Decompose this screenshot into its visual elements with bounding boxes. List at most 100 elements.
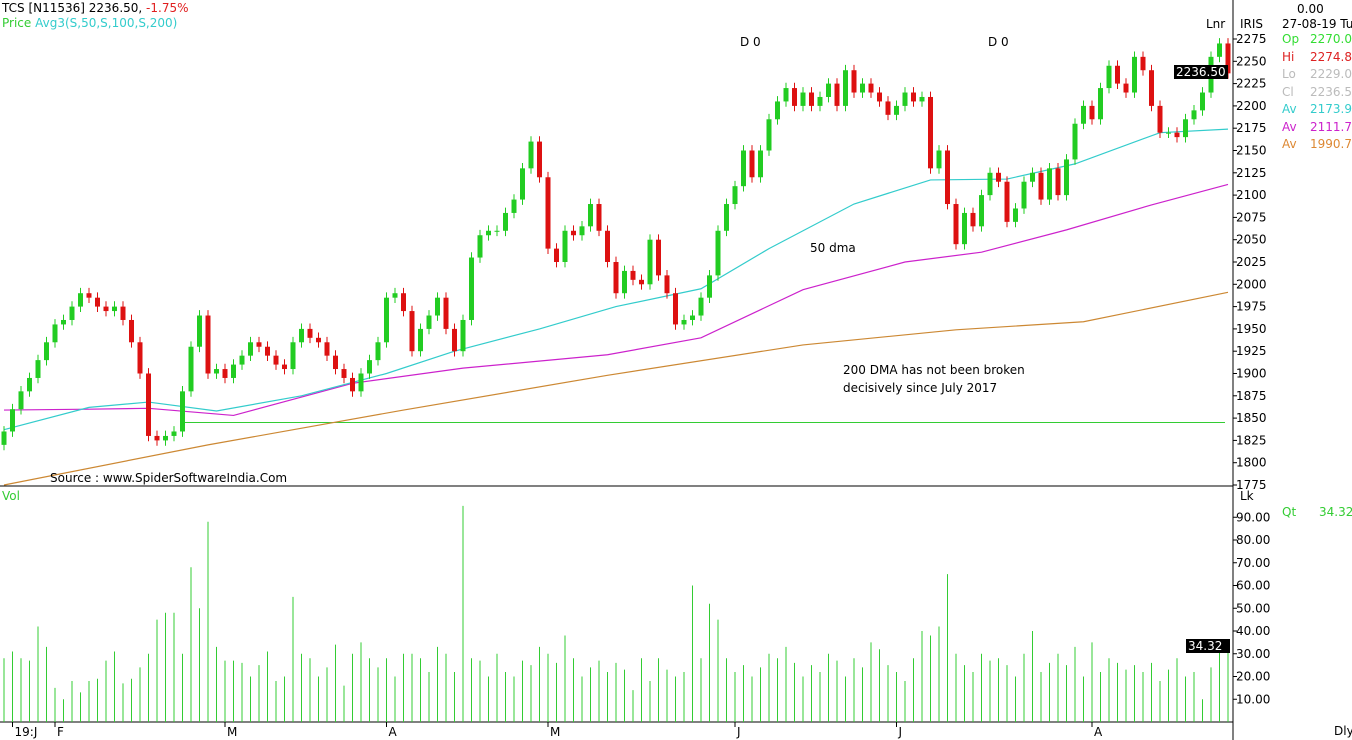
candle-body [809,92,814,106]
ohlc-row: Av 2173.97 [1282,101,1352,119]
candle-body [18,391,24,410]
candle-body [273,355,279,365]
time-tick-label: A [389,725,398,739]
price-tick-label: 2250 [1236,54,1267,68]
candle-body [239,355,245,365]
candle-body [1123,83,1129,93]
ohlc-row: Hi 2274.85 [1282,49,1352,67]
annotation-50dma: 50 dma [810,241,856,255]
candle-body [826,83,831,97]
price-tick-label: 2075 [1236,210,1267,224]
candle-body [299,328,304,343]
candle-body [1200,92,1205,111]
candle-body [554,248,559,262]
candle-body [1089,105,1095,120]
candle-body [1064,159,1069,196]
candle-body [27,377,32,392]
candle-body [741,150,746,187]
price-tick-label: 1825 [1236,433,1267,447]
candle-body [953,204,959,245]
candle-body [520,168,525,200]
price-tick-label: 2200 [1236,99,1267,113]
candle-body [443,297,449,329]
candle-body [894,105,899,115]
percent-change: -1.75% [146,1,189,15]
candle-body [911,92,916,102]
ohlc-row: Av 1990.70 [1282,136,1352,154]
candle-body [528,141,534,169]
candle-body [35,360,41,378]
candle-body [409,311,415,352]
candle-body [358,373,364,392]
candle-body [1140,56,1146,71]
candle-body [222,369,228,378]
candle-body [724,204,729,231]
last-price: 2236.50, [88,1,143,15]
candle-body [146,373,151,436]
candle-body [537,141,542,178]
ma50-line [3,128,1229,431]
candle-body [316,337,321,343]
ohlc-row-label: Hi [1282,49,1295,64]
time-tick-label: M [550,725,560,739]
candle-body [256,342,262,347]
candle-body [732,186,738,205]
candle-body [877,92,882,102]
candle-body [1166,132,1171,134]
candle-body [758,150,763,178]
candle-body [78,293,83,307]
candle-body [673,293,678,325]
candle-body [817,96,823,106]
candle-body [1072,123,1078,160]
candle-body [545,177,551,249]
ohlc-row: Av 2111.79 [1282,119,1352,137]
iris-label: IRIS [1240,17,1264,31]
candle-body [1115,65,1120,84]
candle-body [775,101,780,120]
candle-body [197,315,202,347]
candle-body [1030,172,1035,182]
candle-body [1217,43,1222,57]
candle-body [290,342,296,370]
price-tick-label: 1950 [1236,322,1267,336]
candle-body [95,297,100,307]
symbol: TCS [N11536] [2,1,85,15]
candle-body [10,409,15,432]
ohlc-row-label: Av [1282,119,1297,134]
candle-body [418,328,423,352]
price-tick-label: 2050 [1236,233,1267,247]
ohlc-row-value: 2236.50 [1310,84,1352,99]
candle-body [588,204,593,227]
candle-body [656,239,661,276]
candle-body [367,360,372,374]
candle-body [375,342,381,361]
candle-body [1047,168,1052,200]
last-volume-tag: 34.32 [1186,639,1230,653]
time-tick-label: J [736,725,741,739]
candle-body [503,212,508,231]
period-daily[interactable]: Dly [1334,724,1352,738]
ohlc-row-label: Cl [1282,84,1294,99]
ohlc-row-value: 2229.00 [1310,67,1352,81]
ohlc-row-label: Lo [1282,67,1296,81]
candle-body [707,275,712,298]
candle-body [800,92,806,106]
candle-body [180,391,185,432]
price-tick-label: 2125 [1236,166,1267,180]
candle-body [715,230,721,276]
candle-body [639,279,644,285]
time-tick-label: 19:J [15,725,38,739]
time-tick-label: J [898,725,903,739]
last-price-tag: 2236.50 [1174,65,1228,79]
volume-tick-label: 70.00 [1236,556,1270,570]
chart-header: TCS [N11536] 2236.50, -1.75% [2,1,189,15]
annotation-200dma-1: 200 DMA has not been broken [843,363,1025,377]
candle-body [460,319,466,352]
lnr-label[interactable]: Lnr [1206,17,1226,31]
candle-body [562,230,568,262]
candle-body [477,235,483,258]
volume-tick-label: 10.00 [1236,692,1270,706]
ma100-line [3,183,1229,417]
